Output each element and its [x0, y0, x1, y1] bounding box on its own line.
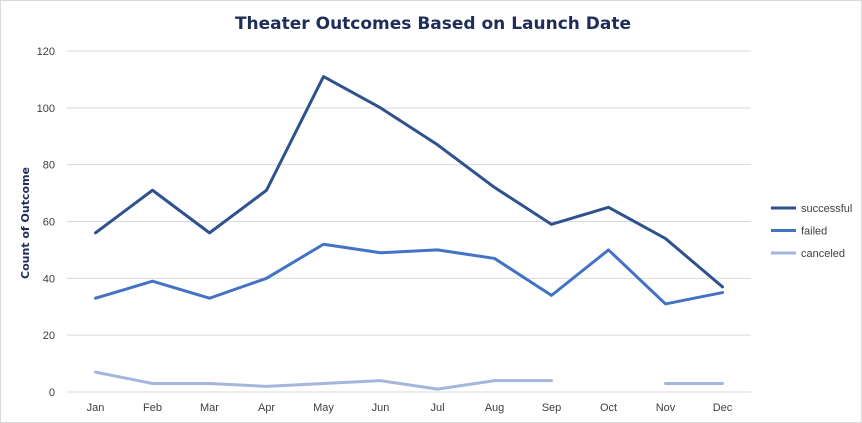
series-line-failed [94, 242, 724, 306]
series-line-successful [94, 75, 724, 289]
y-tick-label: 20 [43, 330, 55, 342]
y-tick-label: 120 [37, 46, 55, 58]
x-tick-label: Apr [258, 402, 275, 414]
x-tick-label: Jan [87, 402, 105, 414]
gridlines [67, 50, 751, 393]
y-tick-label: 40 [43, 273, 55, 285]
legend-label-canceled: canceled [801, 248, 845, 260]
y-tick-label: 100 [37, 103, 55, 115]
x-tick-label: Jun [372, 402, 390, 414]
x-tick-label: Dec [713, 402, 733, 414]
series-line-canceled [94, 370, 724, 391]
y-tick-label: 80 [43, 160, 55, 172]
x-axis-ticks: Jan Feb Mar Apr May Jun Jul Aug Sep Oct Nov Dec [87, 402, 733, 414]
x-tick-label: May [313, 402, 334, 414]
x-tick-label: Sep [542, 402, 562, 414]
chart-title: Theater Outcomes Based on Launch Date [235, 14, 631, 34]
legend-label-failed: failed [801, 226, 827, 238]
y-axis-ticks: 0 20 40 60 80 100 120 [37, 46, 55, 399]
legend-label-successful: successful [801, 203, 852, 215]
y-axis-label: Count of Outcome [19, 167, 32, 279]
x-tick-label: Mar [200, 402, 219, 414]
x-tick-label: Nov [656, 402, 676, 414]
series-lines [94, 75, 724, 391]
x-tick-label: Oct [600, 402, 617, 414]
y-tick-label: 0 [49, 387, 55, 399]
legend: successful failed canceled [771, 203, 852, 260]
x-tick-label: Feb [143, 402, 162, 414]
y-tick-label: 60 [43, 217, 55, 229]
x-tick-label: Aug [485, 402, 505, 414]
x-tick-label: Jul [430, 402, 444, 414]
